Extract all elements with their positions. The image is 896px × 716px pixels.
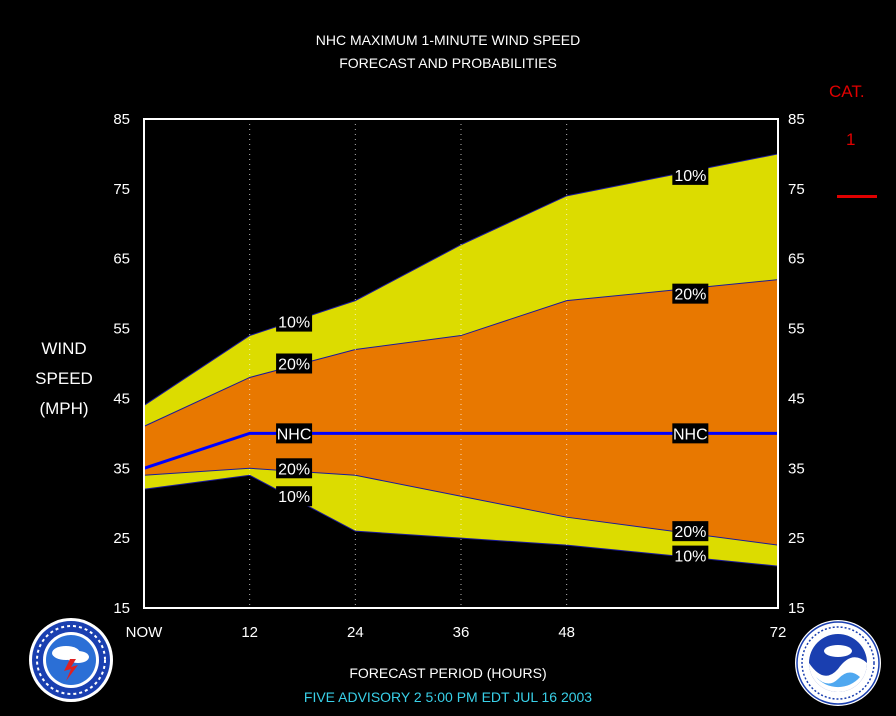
noaa-logo-icon <box>795 620 881 706</box>
series-label-8: 20% <box>674 524 706 541</box>
series-label-0: 10% <box>278 315 310 332</box>
series-label-5: 10% <box>674 168 706 185</box>
series-label-box-4 <box>276 486 313 507</box>
x-tick-label-24: 24 <box>347 624 364 641</box>
y-tick-label-left-45: 45 <box>113 390 130 407</box>
series-label-box-5 <box>672 164 709 185</box>
lower-20pct-line <box>143 467 779 546</box>
series-label-9: 10% <box>674 549 706 566</box>
y-axis-label-line1: WIND <box>41 339 87 358</box>
y-tick-label-right-65: 65 <box>788 251 805 268</box>
series-label-box-0 <box>276 311 313 332</box>
series-label-box-8 <box>672 521 709 542</box>
series-label-2: NHC <box>277 426 312 443</box>
y-tick-label-right-25: 25 <box>788 530 805 547</box>
x-tick-label-72: 72 <box>770 624 787 641</box>
series-label-box-2 <box>276 423 313 444</box>
y-tick-label-left-35: 35 <box>113 460 130 477</box>
x-tick-label-36: 36 <box>453 624 470 641</box>
x-axis-label: FORECAST PERIOD (HOURS) <box>349 665 547 681</box>
chart-title-line2: FORECAST AND PROBABILITIES <box>339 55 557 71</box>
category-label: CAT. <box>829 82 865 101</box>
y-tick-label-left-85: 85 <box>113 111 130 128</box>
series-label-3: 20% <box>278 461 310 478</box>
y-tick-label-left-65: 65 <box>113 251 130 268</box>
y-tick-label-right-85: 85 <box>788 111 805 128</box>
y-tick-label-right-35: 35 <box>788 460 805 477</box>
series-label-box-3 <box>276 458 313 479</box>
series-label-box-1 <box>276 353 313 374</box>
x-tick-label-12: 12 <box>241 624 258 641</box>
series-label-box-7 <box>672 423 709 444</box>
y-tick-label-right-75: 75 <box>788 181 805 198</box>
y-axis-label-line3: (MPH) <box>39 399 89 418</box>
series-label-6: 20% <box>674 287 706 304</box>
series-label-box-9 <box>672 545 709 566</box>
x-tick-label-0: NOW <box>126 624 164 641</box>
series-label-box-6 <box>672 283 709 304</box>
chart-title-line1: NHC MAXIMUM 1-MINUTE WIND SPEED <box>315 32 581 48</box>
y-tick-label-right-55: 55 <box>788 321 805 338</box>
y-tick-label-right-45: 45 <box>788 390 805 407</box>
series-label-1: 20% <box>278 357 310 374</box>
upper-20pct-line <box>143 279 779 427</box>
y-tick-label-left-15: 15 <box>113 600 130 617</box>
category-line <box>837 195 877 198</box>
y-tick-label-left-55: 55 <box>113 321 130 338</box>
y-tick-label-left-75: 75 <box>113 181 130 198</box>
category-value: 1 <box>846 130 856 149</box>
y-tick-label-left-25: 25 <box>113 530 130 547</box>
upper-10pct-line <box>143 153 779 406</box>
advisory-footer: FIVE ADVISORY 2 5:00 PM EDT JUL 16 2003 <box>303 689 593 705</box>
series-label-7: NHC <box>673 426 708 443</box>
lower-10pct-line <box>143 474 779 567</box>
y-axis-label-line2: SPEED <box>35 369 93 388</box>
x-tick-label-48: 48 <box>558 624 575 641</box>
plot-frame <box>143 118 779 609</box>
nws-logo-icon <box>29 618 113 702</box>
band-20pct-area <box>144 279 778 546</box>
nhc-forecast-line <box>143 431 778 470</box>
series-label-4: 10% <box>278 489 310 506</box>
y-tick-label-right-15: 15 <box>788 600 805 617</box>
